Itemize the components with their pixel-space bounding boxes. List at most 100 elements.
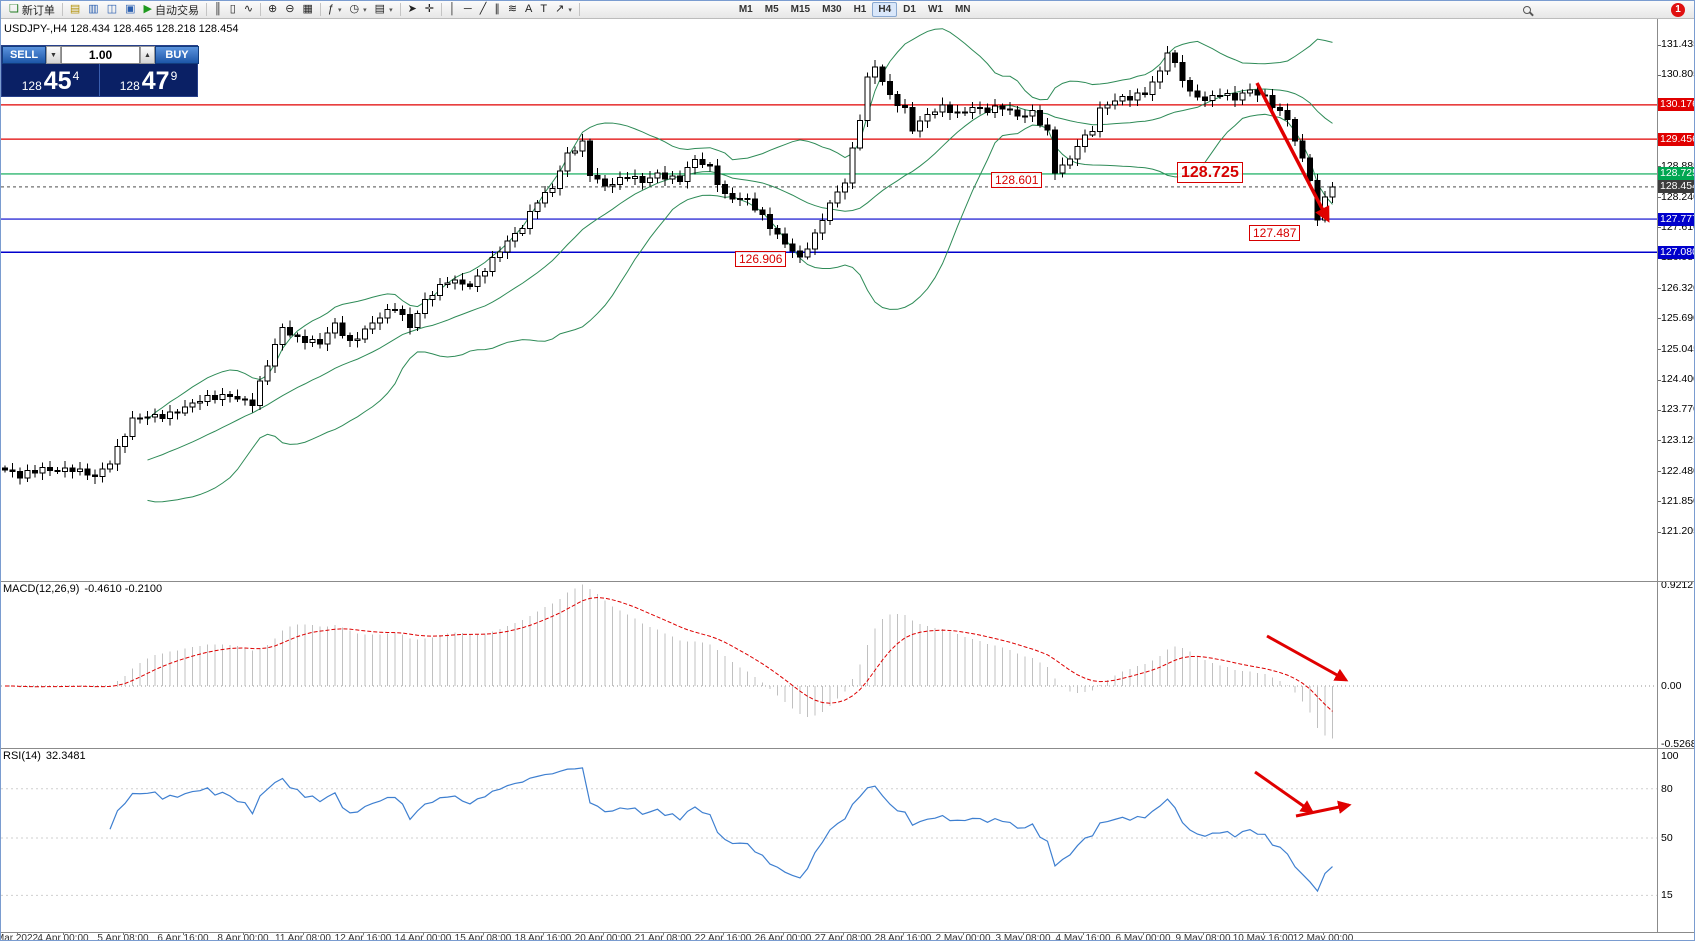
new-order-button[interactable]: ❏ 新订单 xyxy=(5,2,59,18)
auto-trading-button-label: 自动交易 xyxy=(154,4,199,17)
chevron-down-icon: ▾ xyxy=(363,6,367,14)
candlestick-chart-button[interactable]: ▯ xyxy=(226,2,240,18)
time-axis-label: 4 May 16:00 xyxy=(1055,933,1111,941)
cursor-icon: ➤ xyxy=(407,3,417,15)
price-axis-tick-mark xyxy=(1657,471,1661,473)
trend-arrow[interactable] xyxy=(1295,800,1352,818)
auto-trading-button[interactable]: ▶ 自动交易 xyxy=(140,2,203,18)
price-level-label-129.456: 129.456 xyxy=(1658,132,1695,146)
indicators-button[interactable]: ƒ ▾ xyxy=(324,2,346,18)
time-axis-label: 21 Apr 08:00 xyxy=(634,933,692,941)
terminal-icon: ▣ xyxy=(125,3,136,15)
price-axis-tick: 128.240 xyxy=(1661,190,1694,203)
macd-panel[interactable] xyxy=(1,581,1657,748)
trend-arrow[interactable] xyxy=(1254,770,1315,814)
channel-button[interactable]: ∥ xyxy=(490,2,504,18)
time-axis-tick-mark xyxy=(1083,932,1084,935)
main-price-chart[interactable] xyxy=(1,19,1657,581)
text-label-button[interactable]: T xyxy=(536,2,551,18)
timeframe-button-M1[interactable]: M1 xyxy=(738,4,753,15)
time-axis-label: 4 Apr 00:00 xyxy=(37,933,89,941)
time-axis-label: 6 Apr 16:00 xyxy=(157,933,209,941)
timeframe-button-H1[interactable]: H1 xyxy=(853,4,867,15)
cursor-button[interactable]: ➤ xyxy=(404,2,421,18)
price-axis-tick: 125.690 xyxy=(1661,311,1694,324)
price-axis-tick-mark xyxy=(1657,44,1661,46)
price-annotation[interactable]: 128.725 xyxy=(1177,162,1243,184)
horizontal-line-button[interactable]: ─ xyxy=(460,2,476,18)
price-axis-tick: 123.770 xyxy=(1661,403,1694,416)
toolbar-separator xyxy=(205,3,207,16)
price-annotation[interactable]: 127.487 xyxy=(1249,225,1301,242)
toolbar-right-group: 1 xyxy=(1523,2,1690,17)
price-axis-tick: 121.850 xyxy=(1661,494,1694,507)
periods-button[interactable]: ◷ ▾ xyxy=(346,2,371,18)
price-axis-tick-mark xyxy=(1657,531,1661,533)
crosshair-button[interactable]: ✛ xyxy=(421,2,438,18)
line-chart-button[interactable]: ∿ xyxy=(240,2,257,18)
rsi-line xyxy=(109,767,1333,893)
timeframe-button-M15[interactable]: M15 xyxy=(790,4,811,15)
macd-name: MACD(12,26,9) xyxy=(3,583,80,595)
trade-widget-prices: 128 45 4 128 47 9 xyxy=(2,64,197,96)
time-axis-tick-mark xyxy=(183,932,184,935)
indicators-icon: ƒ xyxy=(327,3,335,15)
timeframe-button-W1[interactable]: W1 xyxy=(927,4,943,15)
trendline-button[interactable]: ╱ xyxy=(476,2,491,18)
rsi-panel[interactable] xyxy=(1,748,1657,932)
templates-icon: ▤ xyxy=(374,3,386,15)
terminal-button[interactable]: ▣ xyxy=(121,2,139,18)
text-button[interactable]: A xyxy=(521,2,536,18)
time-axis-tick-mark xyxy=(723,932,724,935)
toolbar-separator xyxy=(399,3,401,16)
search-icon[interactable] xyxy=(1523,5,1531,14)
time-axis-border xyxy=(1,932,1694,933)
templates-button[interactable]: ▤ ▾ xyxy=(371,2,397,18)
volume-decrease-button[interactable]: ▼ xyxy=(46,46,61,64)
trend-arrow[interactable] xyxy=(1266,634,1349,682)
notification-badge[interactable]: 1 xyxy=(1671,2,1685,17)
bar-chart-button[interactable]: ║ xyxy=(210,2,226,18)
timeframe-button-M5[interactable]: M5 xyxy=(764,4,779,15)
tile-windows-button[interactable]: ▦ xyxy=(298,2,316,18)
text-label-icon: T xyxy=(540,3,548,15)
arrows-button[interactable]: ↗ ▾ xyxy=(551,2,576,18)
macd-histogram xyxy=(12,584,1333,739)
volume-input[interactable] xyxy=(61,46,140,64)
zoom-out-button[interactable]: ⊖ xyxy=(281,2,298,18)
time-axis-tick-mark xyxy=(783,932,784,935)
ask-point: 9 xyxy=(170,69,178,83)
timeframe-button-H4[interactable]: H4 xyxy=(872,2,898,17)
market-watch-button[interactable]: ▤ xyxy=(66,2,84,18)
price-axis-tick-mark xyxy=(1657,409,1661,411)
navigator-button[interactable]: ◫ xyxy=(103,2,121,18)
data-window-icon: ▥ xyxy=(88,3,99,15)
timeframe-button-M30[interactable]: M30 xyxy=(822,4,842,15)
candlestick-series xyxy=(2,46,1336,485)
time-axis-tick-mark xyxy=(423,932,424,935)
panel-splitter[interactable] xyxy=(1,748,1694,749)
price-annotation[interactable]: 126.906 xyxy=(735,251,787,268)
toolbar-separator xyxy=(319,3,321,16)
time-axis-label: 15 Apr 08:00 xyxy=(454,933,512,941)
panel-splitter[interactable] xyxy=(1,581,1694,582)
vertical-line-button[interactable]: │ xyxy=(445,2,460,18)
fibonacci-button[interactable]: ≋ xyxy=(504,2,521,18)
zoom-in-button[interactable]: ⊕ xyxy=(264,2,281,18)
price-level-label-127.777: 127.777 xyxy=(1658,212,1695,226)
buy-button[interactable]: BUY xyxy=(155,46,199,64)
price-axis-tick: 130.805 xyxy=(1661,68,1694,81)
volume-increase-button[interactable]: ▲ xyxy=(140,46,155,64)
bid-price[interactable]: 128 45 4 xyxy=(2,64,99,96)
trend-arrow[interactable] xyxy=(1255,82,1330,223)
timeframe-button-D1[interactable]: D1 xyxy=(903,4,916,15)
sell-button[interactable]: SELL xyxy=(2,46,46,64)
time-axis-tick-mark xyxy=(1023,932,1024,935)
ask-price[interactable]: 128 47 9 xyxy=(99,64,197,96)
data-window-button[interactable]: ▥ xyxy=(84,2,102,18)
timeframe-button-MN[interactable]: MN xyxy=(954,4,971,15)
price-annotation[interactable]: 128.601 xyxy=(991,172,1043,189)
price-axis-tick-mark xyxy=(1657,166,1661,168)
chevron-down-icon: ▾ xyxy=(338,6,342,14)
